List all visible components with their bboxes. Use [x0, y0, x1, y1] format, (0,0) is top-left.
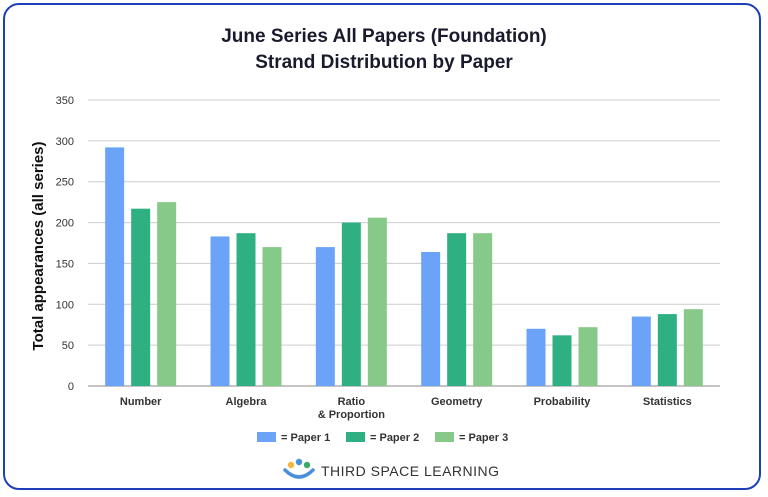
bar-2: [341, 222, 361, 386]
legend-swatch-2: [346, 432, 365, 442]
legend-label: = Paper 3: [459, 432, 508, 444]
legend-label: = Paper 2: [370, 432, 419, 444]
y-tick-label: 350: [56, 95, 74, 107]
y-axis-label: Total appearances (all series): [30, 142, 47, 351]
bar-3: [683, 309, 703, 386]
chart-title-line-2: Strand Distribution by Paper: [255, 52, 513, 73]
bar-1: [631, 316, 651, 386]
y-tick-label: 150: [56, 258, 74, 270]
bar-2: [236, 233, 256, 386]
bar-1: [210, 236, 230, 386]
category-label: Number: [120, 396, 162, 408]
y-tick-label: 200: [56, 218, 74, 230]
bar-2: [657, 314, 677, 386]
bar-3: [578, 327, 598, 386]
y-tick-label: 0: [68, 381, 74, 393]
third-space-learning-logo-icon: [283, 458, 315, 479]
bar-1: [315, 247, 335, 386]
category-label: Geometry: [431, 396, 483, 408]
bar-3: [473, 233, 493, 386]
brand-name: THIRD SPACE LEARNING: [321, 463, 500, 479]
category-label: Algebra: [226, 396, 268, 408]
bar-2: [552, 335, 572, 386]
category-label: Ratio: [338, 396, 366, 408]
legend-swatch-1: [257, 432, 276, 442]
bar-3: [157, 202, 177, 386]
bar-2: [131, 208, 151, 386]
category-label: & Proportion: [318, 409, 385, 421]
legend-swatch-3: [435, 432, 454, 442]
bar-3: [367, 217, 387, 386]
y-tick-label: 250: [56, 177, 74, 189]
legend-label: = Paper 1: [281, 432, 330, 444]
bar-1: [526, 328, 546, 386]
y-tick-label: 50: [62, 340, 74, 352]
y-tick-label: 300: [56, 136, 74, 148]
bar-2: [447, 233, 467, 386]
y-tick-label: 100: [56, 299, 74, 311]
chart-title-line-1: June Series All Papers (Foundation): [221, 26, 547, 47]
bar-3: [262, 247, 282, 386]
category-label: Probability: [534, 396, 592, 408]
brand-footer: THIRD SPACE LEARNING: [283, 458, 500, 479]
bar-1: [421, 251, 441, 386]
category-label: Statistics: [643, 396, 692, 408]
bar-1: [105, 147, 125, 386]
